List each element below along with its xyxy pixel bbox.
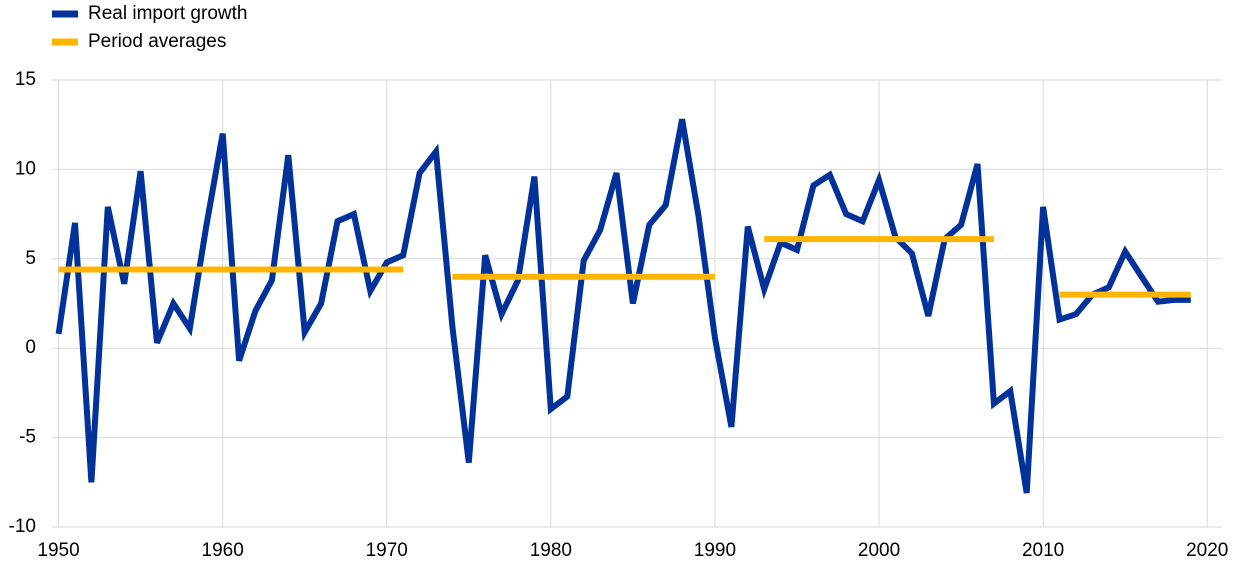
y-tick-label: -10 — [9, 516, 36, 537]
y-tick-label: 5 — [25, 248, 36, 269]
x-tick-label: 1970 — [366, 540, 408, 561]
y-tick-label: -5 — [19, 427, 36, 448]
x-tick-label: 1980 — [530, 540, 572, 561]
legend-label: Period averages — [88, 31, 226, 52]
x-tick-label: 1990 — [694, 540, 736, 561]
x-tick-label: 2020 — [1186, 540, 1228, 561]
y-tick-label: 10 — [15, 158, 36, 179]
x-tick-label: 2010 — [1022, 540, 1064, 561]
series-line — [58, 236, 1191, 298]
series-line — [55, 118, 1191, 494]
x-tick-label: 1950 — [37, 540, 79, 561]
x-tick-label: 1960 — [202, 540, 244, 561]
y-tick-label: 0 — [25, 337, 36, 358]
x-tick-label: 2000 — [858, 540, 900, 561]
y-tick-label: 15 — [15, 69, 36, 90]
legend-label: Real import growth — [88, 3, 247, 24]
